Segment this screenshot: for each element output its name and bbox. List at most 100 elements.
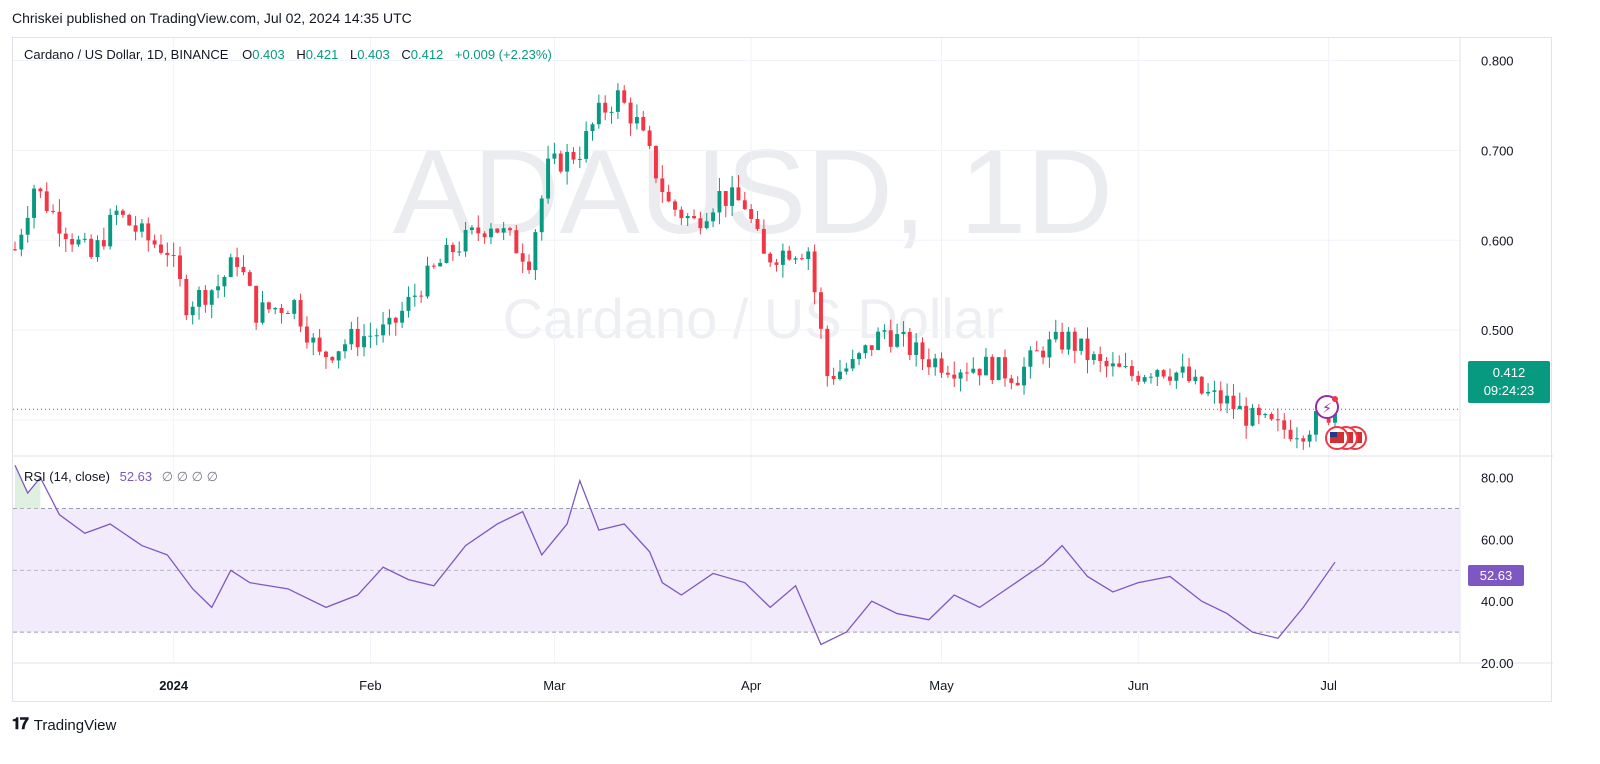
candle-body: [1307, 434, 1312, 442]
candle-body: [311, 337, 316, 343]
candle-body: [235, 257, 240, 267]
candle-body: [44, 191, 49, 211]
candle-body: [825, 328, 830, 376]
brand[interactable]: 𝟏𝟕 TradingView: [12, 716, 116, 734]
event-lightning-icon: [1315, 395, 1339, 419]
candle-body: [1180, 366, 1185, 373]
candle-body: [514, 230, 519, 254]
candle-body: [1199, 376, 1204, 394]
candle-body: [158, 244, 163, 253]
candle-body: [901, 331, 906, 335]
candle-body: [32, 188, 37, 218]
candle-body: [400, 310, 405, 323]
candle-body: [964, 372, 969, 374]
candle-body: [1136, 375, 1141, 382]
candle-body: [1161, 370, 1166, 377]
candle-body: [127, 214, 132, 226]
candle-body: [241, 266, 246, 273]
candle-body: [907, 331, 912, 355]
candle-body: [1244, 405, 1249, 426]
candle-body: [577, 158, 582, 160]
tradingview-logo-icon: 𝟏𝟕: [12, 716, 29, 733]
ohlc-high-label: H: [296, 47, 306, 62]
candle-body: [939, 358, 944, 373]
candle-body: [57, 211, 62, 234]
candle-body: [1218, 390, 1223, 404]
ohlc-open: 0.403: [252, 47, 285, 62]
chart-frame[interactable]: ADAUSD, 1D Cardano / US Dollar 2024 Feb Mar A…: [12, 37, 1553, 703]
candle-body: [279, 307, 284, 313]
candle-body: [108, 214, 113, 247]
candle-body: [552, 153, 557, 159]
rsi-tick-label: 80.00: [1481, 471, 1514, 486]
candle-body: [603, 102, 608, 113]
candle-body: [63, 233, 68, 240]
x-tick-label: Jun: [1128, 678, 1149, 693]
candle-body: [1129, 366, 1134, 376]
candle-body: [1047, 339, 1052, 358]
bar-countdown: 09:24:23: [1483, 383, 1535, 398]
candle-body: [812, 251, 817, 293]
candle-body: [888, 330, 893, 347]
candle-body: [285, 312, 290, 314]
candle-body: [1275, 419, 1280, 421]
candle-body: [933, 358, 938, 368]
chart-canvas[interactable]: ADAUSD, 1D Cardano / US Dollar 2024 Feb Mar A…: [13, 38, 1553, 703]
candle-body: [1085, 338, 1090, 360]
candle-body: [920, 342, 925, 360]
flag-stripe: [1330, 432, 1344, 443]
candle-body: [1174, 372, 1179, 381]
candle-body: [546, 158, 551, 199]
rsi-value: 52.63: [119, 469, 153, 484]
candle-body: [1148, 376, 1153, 378]
brand-name: TradingView: [33, 716, 117, 734]
price-tick-label: 0.600: [1481, 233, 1514, 248]
candle-body: [89, 238, 94, 258]
candle-body: [444, 244, 449, 263]
candle-body: [958, 372, 963, 379]
candle-body: [482, 233, 487, 238]
ohlc-low: 0.403: [357, 47, 390, 62]
x-tick-label: Jul: [1320, 678, 1337, 693]
candle-body: [1098, 354, 1103, 361]
candle-body: [146, 223, 151, 241]
candle-body: [304, 326, 309, 343]
candle-body: [857, 353, 862, 360]
candle-body: [768, 253, 773, 263]
rsi-legend[interactable]: RSI (14, close) 52.63 ∅ ∅ ∅ ∅: [24, 469, 218, 485]
candle-body: [863, 345, 868, 354]
candle-body: [171, 255, 176, 257]
candle-body: [463, 229, 468, 252]
candle-body: [1333, 409, 1337, 423]
candle-body: [330, 357, 335, 361]
candle-body: [70, 239, 75, 245]
candle-body: [38, 188, 43, 192]
symbol-legend[interactable]: Cardano / US Dollar, 1D, BINANCE O0.403 …: [24, 47, 552, 62]
rsi-tick-label: 60.00: [1481, 532, 1514, 547]
candle-body: [95, 240, 100, 258]
candle-body: [260, 302, 265, 323]
last-price: 0.412: [1492, 365, 1526, 380]
candle-body: [1079, 338, 1084, 351]
candle-body: [431, 265, 436, 267]
candle-body: [222, 276, 227, 287]
flag-canton: [1330, 432, 1337, 437]
candle-body: [190, 306, 195, 316]
candle-body: [882, 330, 887, 332]
event-dot-icon: [1332, 396, 1338, 402]
candle-body: [736, 187, 741, 201]
candle-body: [558, 153, 563, 172]
candle-body: [25, 217, 30, 235]
candle-body: [1015, 382, 1020, 386]
candle-body: [1206, 391, 1211, 394]
candle-body: [717, 191, 722, 213]
candle-body: [82, 238, 87, 240]
candle-body: [666, 191, 671, 202]
candle-body: [565, 151, 570, 172]
candle-body: [114, 210, 119, 215]
candle-body: [438, 262, 443, 267]
candle-body: [368, 335, 373, 337]
candle-body: [1193, 376, 1198, 382]
rsi-value-tag: 52.63: [1468, 565, 1524, 586]
candle-body: [653, 145, 658, 179]
